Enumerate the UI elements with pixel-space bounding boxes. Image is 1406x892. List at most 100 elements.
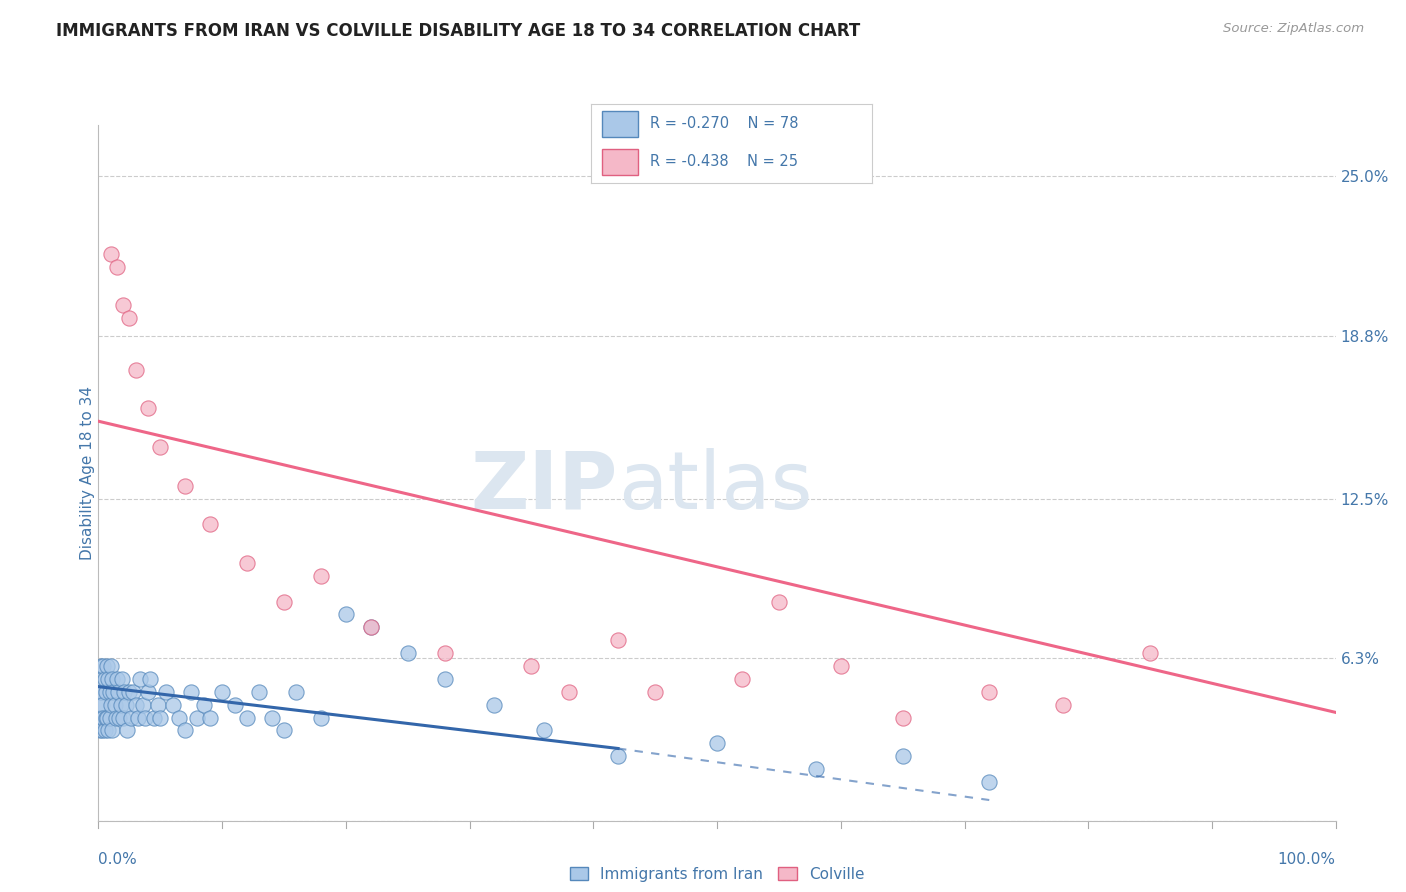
Point [360,620,382,634]
Point [360,620,382,634]
Point [891,710,914,724]
Point [136,401,159,416]
Point [155,685,177,699]
Point [167,710,190,724]
Point [124,362,146,376]
Point [101,723,124,738]
Point [273,723,295,738]
Point [91,723,114,738]
Point [103,698,125,712]
Point [174,723,197,738]
Point [97,672,120,686]
Point [89,710,111,724]
Point [89,723,111,738]
Point [139,672,162,686]
Point [112,710,135,724]
Point [103,685,125,699]
Text: atlas: atlas [619,448,813,525]
Point [607,633,630,648]
Point [90,659,112,673]
Point [520,659,543,673]
Point [607,749,630,764]
Point [93,723,115,738]
Point [891,749,914,764]
Point [124,698,146,712]
Y-axis label: Disability Age 18 to 34: Disability Age 18 to 34 [80,385,94,560]
Point [768,594,790,608]
Point [146,698,169,712]
Point [285,685,308,699]
Point [112,685,135,699]
Legend: Immigrants from Iran, Colville: Immigrants from Iran, Colville [562,859,872,889]
Point [180,685,202,699]
Point [90,685,112,699]
Point [136,685,159,699]
Point [557,685,579,699]
Point [433,672,456,686]
Text: ZIP: ZIP [471,448,619,525]
Point [309,710,332,724]
Point [110,698,132,712]
Point [89,698,111,712]
Point [96,710,118,724]
Point [174,478,197,492]
Point [114,698,136,712]
Point [533,723,555,738]
Point [309,569,332,583]
Point [236,710,259,724]
Point [107,685,129,699]
Point [979,685,1001,699]
Point [186,710,208,724]
Point [93,659,115,673]
FancyBboxPatch shape [602,149,638,175]
Point [236,556,259,570]
Point [104,710,127,724]
Point [706,736,728,750]
Point [100,698,122,712]
Point [335,607,357,622]
Text: Source: ZipAtlas.com: Source: ZipAtlas.com [1223,22,1364,36]
Point [830,659,852,673]
Point [120,710,142,724]
Point [260,710,283,724]
Point [193,698,215,712]
Text: R = -0.270    N = 78: R = -0.270 N = 78 [650,117,799,131]
Point [94,710,117,724]
Point [108,710,131,724]
Point [118,311,141,326]
Point [93,710,115,724]
Text: R = -0.438    N = 25: R = -0.438 N = 25 [650,154,797,169]
Text: 100.0%: 100.0% [1278,852,1336,866]
Point [100,659,122,673]
Point [96,659,118,673]
Point [98,710,121,724]
Point [149,440,172,454]
Point [97,723,120,738]
Point [111,672,134,686]
Point [105,672,128,686]
Point [731,672,754,686]
Point [211,685,233,699]
Point [112,298,135,312]
Point [89,685,111,699]
Point [127,710,149,724]
Point [396,646,419,660]
Point [433,646,456,660]
Point [198,517,221,532]
Point [93,672,115,686]
Text: 0.0%: 0.0% [98,852,138,866]
Point [979,775,1001,789]
Point [91,672,114,686]
Point [94,685,117,699]
Point [484,698,506,712]
Point [273,594,295,608]
Point [804,762,827,776]
Point [149,710,172,724]
Point [1052,698,1074,712]
Point [134,710,156,724]
Text: IMMIGRANTS FROM IRAN VS COLVILLE DISABILITY AGE 18 TO 34 CORRELATION CHART: IMMIGRANTS FROM IRAN VS COLVILLE DISABIL… [56,22,860,40]
Point [91,698,114,712]
Point [143,710,166,724]
Point [90,710,112,724]
Point [115,723,138,738]
